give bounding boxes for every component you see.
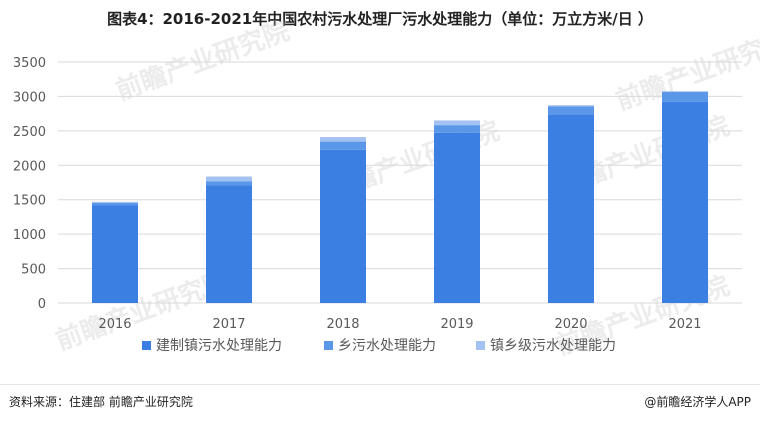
bar-2018-series-3 (320, 137, 366, 142)
y-tick-label: 500 (21, 263, 46, 278)
bar-2017-series-3 (206, 176, 252, 182)
gridlines (58, 61, 742, 304)
legend-label-series-1: 建制镇污水处理能力 (156, 338, 282, 354)
bar-2016-series-3 (92, 201, 138, 203)
x-tick-label: 2016 (98, 317, 131, 332)
y-tick-label: 3000 (13, 90, 46, 105)
bar-2020-series-2 (548, 106, 594, 115)
bar-2017-series-1 (206, 185, 252, 303)
x-tick-label: 2017 (212, 317, 245, 332)
bar-2016-series-2 (92, 202, 138, 206)
legend-label-series-2: 乡污水处理能力 (338, 338, 436, 354)
watermark-text: 前瞻产业研究院 (112, 15, 294, 106)
bar-2016-series-1 (92, 205, 138, 303)
footer-divider (0, 384, 760, 385)
y-tick-label: 0 (38, 297, 46, 312)
bar-2019-series-3 (434, 120, 480, 126)
bar-2021-series-1 (662, 101, 708, 303)
y-tick-label: 2500 (13, 125, 46, 140)
y-tick-label: 1000 (13, 228, 46, 243)
legend: 建制镇污水处理能力 乡污水处理能力 镇乡级污水处理能力 (142, 338, 616, 354)
y-tick-label: 1500 (13, 194, 46, 209)
legend-swatch-series-2 (324, 341, 333, 350)
bar-2019-series-1 (434, 132, 480, 303)
bar-2018-series-2 (320, 141, 366, 150)
y-axis-tick-labels: 0 500 1000 1500 2000 2500 3000 3500 (13, 56, 46, 312)
bar-2017-series-2 (206, 181, 252, 186)
bar-2020-series-3 (548, 105, 594, 107)
source-note: 资料来源：住建部 前瞻产业研究院 (9, 395, 193, 409)
legend-swatch-series-3 (476, 341, 485, 350)
bar-2020-series-1 (548, 114, 594, 303)
bars (92, 91, 708, 303)
x-tick-label: 2019 (440, 317, 473, 332)
legend-swatch-series-1 (142, 341, 151, 350)
x-tick-label: 2020 (554, 317, 587, 332)
credit-note: @前瞻经济学人APP (644, 395, 751, 409)
x-axis-tick-labels: 2016 2017 2018 2019 2020 2021 (98, 317, 701, 332)
y-tick-label: 3500 (13, 56, 46, 71)
y-tick-label: 2000 (13, 159, 46, 174)
x-tick-label: 2021 (668, 317, 701, 332)
bar-2021-series-2 (662, 92, 708, 102)
bar-2018-series-1 (320, 149, 366, 303)
bar-2021-series-3 (662, 91, 708, 93)
bar-2019-series-2 (434, 125, 480, 133)
x-tick-label: 2018 (326, 317, 359, 332)
legend-label-series-3: 镇乡级污水处理能力 (490, 338, 616, 354)
chart-title: 图表4：2016-2021年中国农村污水处理厂污水处理能力（单位：万立方米/日 … (107, 10, 653, 28)
